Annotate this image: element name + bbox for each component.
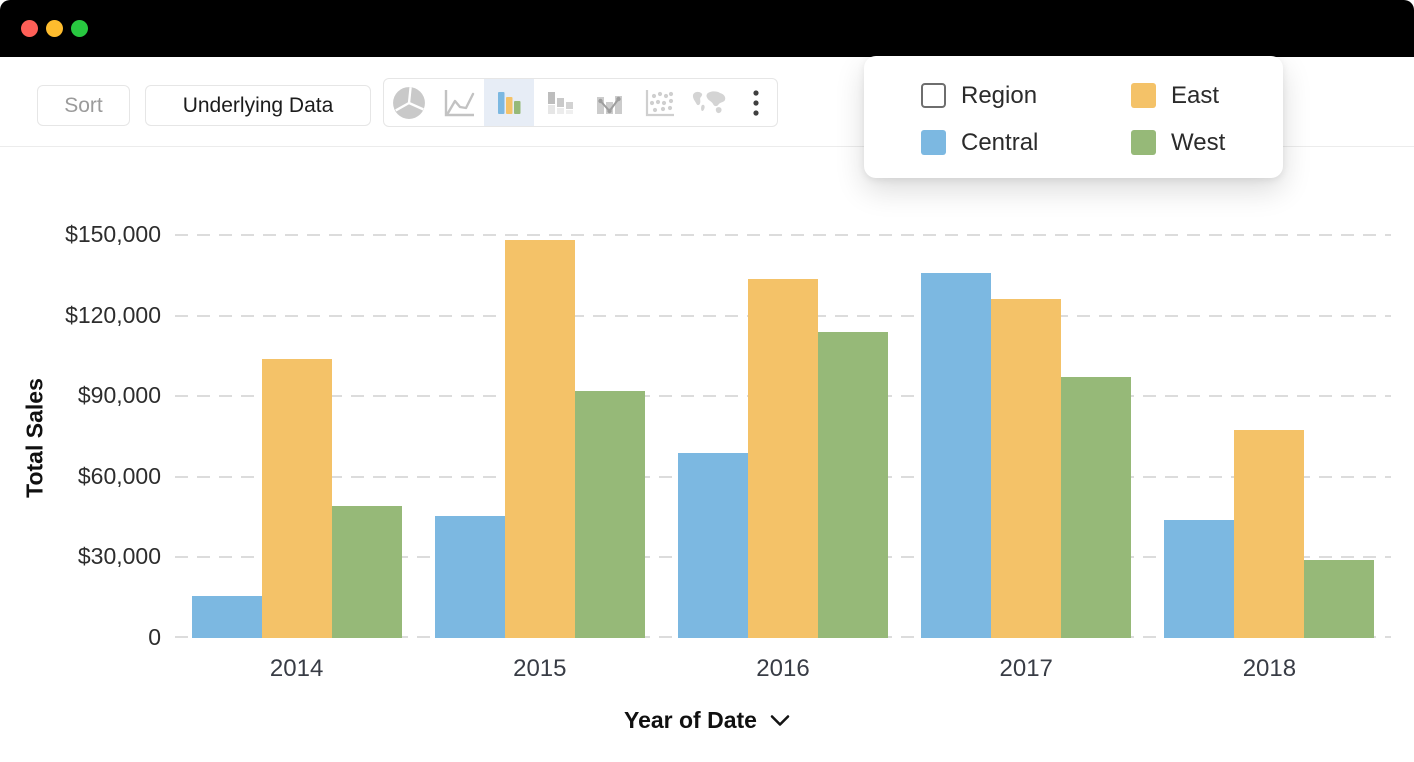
stacked-bar-chart-icon[interactable] [534,79,584,126]
bar-west-2014[interactable] [331,506,402,638]
legend-item-central[interactable]: Central [921,128,1039,156]
x-tick-label: 2017 [999,655,1053,682]
bar-west-2015[interactable] [574,390,645,638]
bar-central-2016[interactable] [677,452,748,638]
legend-label: Region [961,81,1038,109]
bar-group-2017 [905,235,1148,638]
x-axis-title-label: Year of Date [624,707,757,733]
bar-east-2018[interactable] [1234,429,1305,638]
y-axis-ticks: 0 $30,000 $60,000 $90,000 $120,000 $150,000 [0,221,161,650]
bar-line-combo-icon[interactable] [584,79,634,126]
map-chart-icon[interactable] [684,79,734,126]
bar-group-2018 [1148,235,1391,638]
east-swatch[interactable] [1131,83,1156,108]
west-swatch[interactable] [1131,130,1156,155]
line-chart-icon[interactable] [434,79,484,126]
y-tick-label: 0 [148,623,161,650]
bar-group-2015 [418,235,661,638]
central-swatch[interactable] [921,130,946,155]
legend-item-west[interactable]: West [1131,128,1226,156]
zoom-button[interactable] [71,20,88,37]
close-button[interactable] [21,20,38,37]
region-checkbox[interactable] [921,83,946,108]
chevron-down-icon [770,715,790,726]
legend-item-east[interactable]: East [1131,81,1220,109]
sort-button[interactable]: Sort [37,85,130,126]
bar-group-2014 [175,235,418,638]
y-tick-label: $150,000 [65,220,161,247]
legend-label: East [1171,81,1220,109]
bar-chart-icon[interactable] [484,79,534,126]
y-tick-label: $30,000 [77,543,161,570]
bar-east-2016[interactable] [747,279,818,638]
bar-west-2017[interactable] [1061,377,1132,638]
x-axis-ticks: 2014 2015 2016 2017 2018 [175,655,1391,685]
legend-label: Central [961,128,1039,156]
gridline [175,234,1391,236]
bar-central-2017[interactable] [921,272,992,638]
x-tick-label: 2016 [756,655,810,682]
pie-chart-icon[interactable] [384,79,434,126]
x-tick-label: 2018 [1242,655,1297,682]
bar-central-2018[interactable] [1164,519,1235,638]
x-tick-label: 2015 [513,655,567,682]
chart-type-toolbar [383,78,778,127]
x-tick-label: 2014 [269,655,324,682]
bar-east-2014[interactable] [261,358,332,638]
more-options-icon[interactable] [734,79,777,126]
y-tick-label: $120,000 [65,301,161,328]
titlebar [0,0,1414,57]
bar-chart-plot [175,234,1391,638]
bar-central-2015[interactable] [434,515,505,638]
scatter-plot-icon[interactable] [634,79,684,126]
bar-west-2016[interactable] [817,331,888,638]
bar-central-2014[interactable] [191,596,262,638]
underlying-data-button[interactable]: Underlying Data [145,85,371,126]
bar-group-2016 [661,235,904,638]
bar-west-2018[interactable] [1304,560,1375,638]
x-axis-title[interactable]: Year of Date [0,707,1414,734]
bar-east-2017[interactable] [991,299,1062,638]
legend-item-region[interactable]: Region [921,81,1038,109]
bar-east-2015[interactable] [504,240,575,638]
legend-popup: Region East Central West [864,56,1283,178]
y-tick-label: $90,000 [77,382,161,409]
legend-label: West [1171,128,1226,156]
minimize-button[interactable] [46,20,63,37]
y-tick-label: $60,000 [77,462,161,489]
